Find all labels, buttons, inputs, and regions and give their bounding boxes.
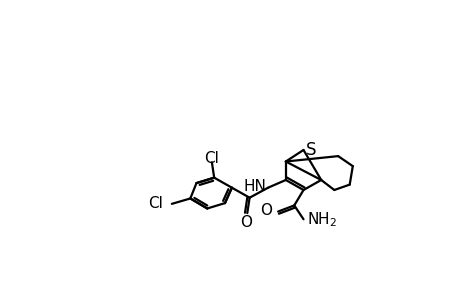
Text: Cl: Cl — [147, 196, 162, 211]
Text: NH$_2$: NH$_2$ — [306, 210, 336, 229]
Text: O: O — [240, 214, 252, 230]
Text: O: O — [259, 203, 271, 218]
Text: HN: HN — [243, 179, 266, 194]
Text: Cl: Cl — [204, 151, 219, 166]
Text: S: S — [305, 141, 316, 159]
